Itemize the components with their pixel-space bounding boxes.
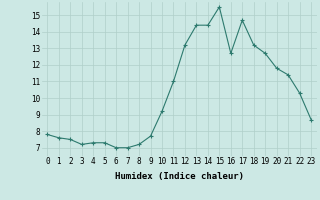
X-axis label: Humidex (Indice chaleur): Humidex (Indice chaleur) bbox=[115, 172, 244, 181]
